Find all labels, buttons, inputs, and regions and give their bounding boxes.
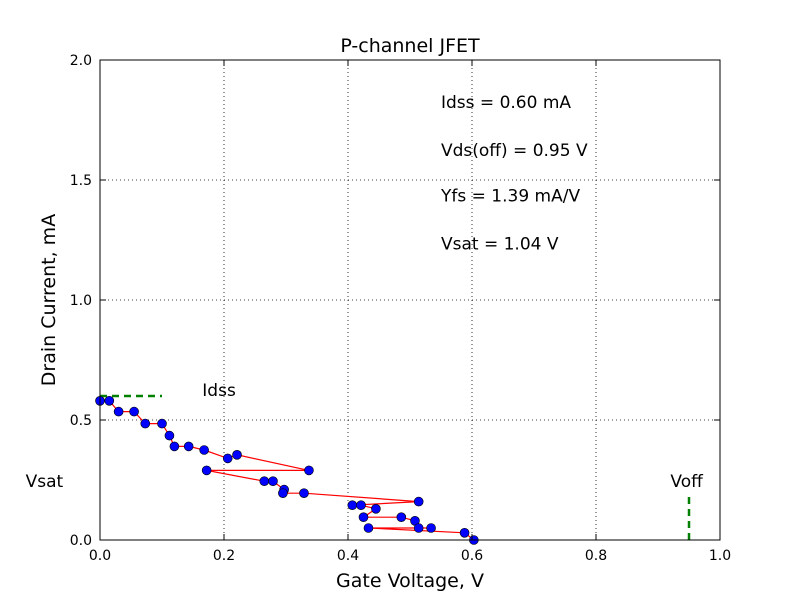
data-point <box>299 488 309 499</box>
y-tick-label: 1.5 <box>70 173 92 189</box>
data-point <box>371 503 381 514</box>
data-point <box>426 523 436 533</box>
x-tick-label: 1.0 <box>709 548 731 564</box>
data-point <box>169 441 180 452</box>
annotation-text: Vsat = 1.04 V <box>441 235 559 255</box>
data-point <box>363 523 374 533</box>
x-tick-label: 0.6 <box>461 548 483 564</box>
annotation-text: Voff <box>670 472 704 492</box>
data-point <box>347 500 358 511</box>
annotation-text: Idss = 0.60 mA <box>441 93 571 113</box>
y-tick-label: 0.0 <box>70 533 92 549</box>
x-tick-label: 0.0 <box>89 548 111 564</box>
data-point <box>232 449 242 460</box>
x-tick-label: 0.4 <box>337 548 359 564</box>
annotation-text: Yfs = 1.39 mA/V <box>440 187 580 207</box>
grid <box>100 60 720 540</box>
annotation-text: Vds(off) = 0.95 V <box>441 141 588 161</box>
data-point <box>201 465 212 476</box>
y-axis-label: Drain Current, mA <box>38 214 60 386</box>
y-tick-label: 0.5 <box>70 413 92 429</box>
data-series <box>95 395 479 545</box>
chart-title: P-channel JFET <box>340 35 480 57</box>
data-point <box>413 523 424 533</box>
data-point <box>222 453 233 464</box>
data-point <box>113 406 124 417</box>
data-point <box>268 476 278 487</box>
data-point <box>396 512 407 523</box>
data-point <box>164 430 175 441</box>
data-point <box>459 527 470 538</box>
data-point <box>104 395 115 406</box>
x-tick-label: 0.2 <box>213 548 235 564</box>
data-point <box>356 500 366 511</box>
annotation-text: Idss <box>202 381 236 401</box>
data-point <box>140 418 151 429</box>
data-point <box>183 441 194 452</box>
data-point <box>157 418 167 429</box>
x-tick-label: 0.8 <box>585 548 607 564</box>
data-point <box>278 488 288 499</box>
y-tick-label: 2.0 <box>70 53 92 69</box>
x-axis-label: Gate Voltage, V <box>336 570 484 592</box>
annotation-text: Vsat <box>26 472 64 492</box>
reference-lines <box>100 394 691 540</box>
data-point <box>358 512 369 523</box>
data-point <box>199 445 209 455</box>
data-point <box>304 465 314 476</box>
ticks: 0.0 0.2 0.4 0.6 0.8 1.0 0.0 0.5 1.0 1.5 2.0 <box>70 53 731 564</box>
data-point <box>129 406 139 417</box>
y-tick-label: 1.0 <box>70 293 92 309</box>
data-point <box>259 476 270 487</box>
annotations: Idss Voff Vsat Idss = 0.60 mA Vds(off) = 0.9… <box>26 93 705 492</box>
data-point <box>413 496 424 507</box>
